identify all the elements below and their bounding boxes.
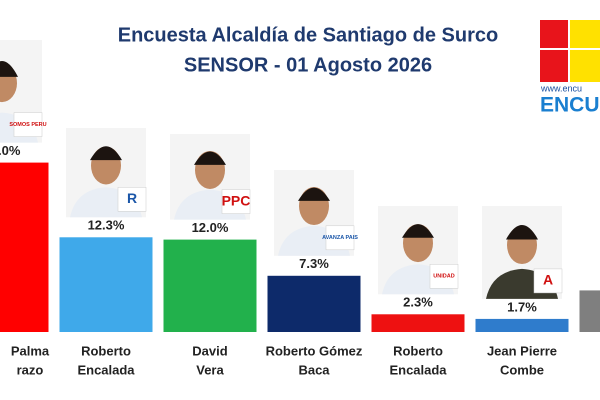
bar bbox=[267, 275, 361, 332]
logo-name: ENCU bbox=[540, 94, 600, 117]
candidate-photo: R bbox=[66, 128, 147, 218]
party-badge: SOMOS PERU bbox=[9, 122, 46, 128]
party-badge: R bbox=[127, 190, 137, 206]
bar bbox=[59, 237, 153, 332]
photo-hair bbox=[194, 151, 226, 165]
party-badge-bg bbox=[221, 189, 251, 214]
value-label: 2.3% bbox=[403, 295, 433, 310]
x-tick-label: Encalada bbox=[77, 362, 135, 377]
value-label: 1.7% bbox=[507, 299, 537, 314]
candidate-photo: A bbox=[482, 206, 563, 299]
photo-hair bbox=[506, 225, 538, 240]
party-badge: UNIDAD bbox=[433, 274, 454, 280]
x-tick-label: Combe bbox=[500, 362, 544, 377]
party-badge-bg bbox=[429, 264, 459, 289]
value-label: 7.3% bbox=[299, 256, 329, 271]
photo-hair bbox=[90, 146, 122, 161]
logo-block bbox=[570, 50, 600, 82]
candidate-photo: SOMOS PERU bbox=[0, 40, 47, 143]
value-label: 12.0% bbox=[192, 220, 229, 235]
logo-url: www.encu bbox=[540, 83, 582, 93]
value-label: 12.3% bbox=[88, 218, 125, 233]
party-badge-bg bbox=[325, 225, 355, 251]
x-tick-label: Encalada bbox=[389, 362, 447, 377]
photo-hair bbox=[0, 61, 18, 77]
party-badge: AVANZA PAIS bbox=[322, 235, 358, 241]
x-tick-label: Roberto bbox=[393, 343, 443, 358]
x-tick-label: Vera bbox=[196, 362, 224, 377]
candidate-photo: AVANZA PAIS bbox=[274, 170, 358, 256]
bar bbox=[579, 290, 600, 332]
x-tick-label: razo bbox=[17, 362, 44, 377]
logo-block bbox=[570, 20, 600, 48]
party-badge: PPC bbox=[222, 192, 251, 208]
chart-title: Encuesta Alcaldía de Santiago de Surco bbox=[118, 24, 498, 46]
party-badge-bg bbox=[117, 187, 147, 212]
bars: 22.0% Palma razo 12.3% Roberto Encalada 12.0% D… bbox=[0, 143, 600, 377]
logo-block bbox=[540, 50, 568, 82]
bar bbox=[163, 239, 257, 332]
x-tick-label: Jean Pierre bbox=[487, 343, 557, 358]
photo-hair bbox=[402, 224, 434, 238]
x-tick-label: Palma bbox=[11, 343, 50, 358]
x-tick-label: Baca bbox=[298, 362, 330, 377]
x-tick-label: Roberto bbox=[81, 343, 131, 358]
logo-block bbox=[540, 20, 568, 48]
x-tick-label: Roberto Gómez bbox=[266, 343, 363, 358]
chart-subtitle: SENSOR - 01 Agosto 2026 bbox=[184, 54, 432, 76]
party-badge: A bbox=[543, 272, 553, 288]
party-badge-bg bbox=[533, 268, 563, 294]
candidate-photo: PPC bbox=[170, 134, 250, 220]
bar bbox=[0, 162, 49, 332]
x-tick-label: David bbox=[192, 343, 227, 358]
logo: www.encu ENCU bbox=[540, 20, 600, 117]
candidate-photo: UNIDAD bbox=[378, 206, 459, 295]
photo-hair bbox=[298, 187, 330, 201]
photos: SOMOS PERU R PPC AVANZA PAIS UNIDAD A bbox=[0, 40, 563, 299]
bar bbox=[475, 318, 569, 332]
party-badge-bg bbox=[13, 112, 43, 137]
bar bbox=[371, 314, 465, 332]
value-label: 22.0% bbox=[0, 143, 21, 158]
